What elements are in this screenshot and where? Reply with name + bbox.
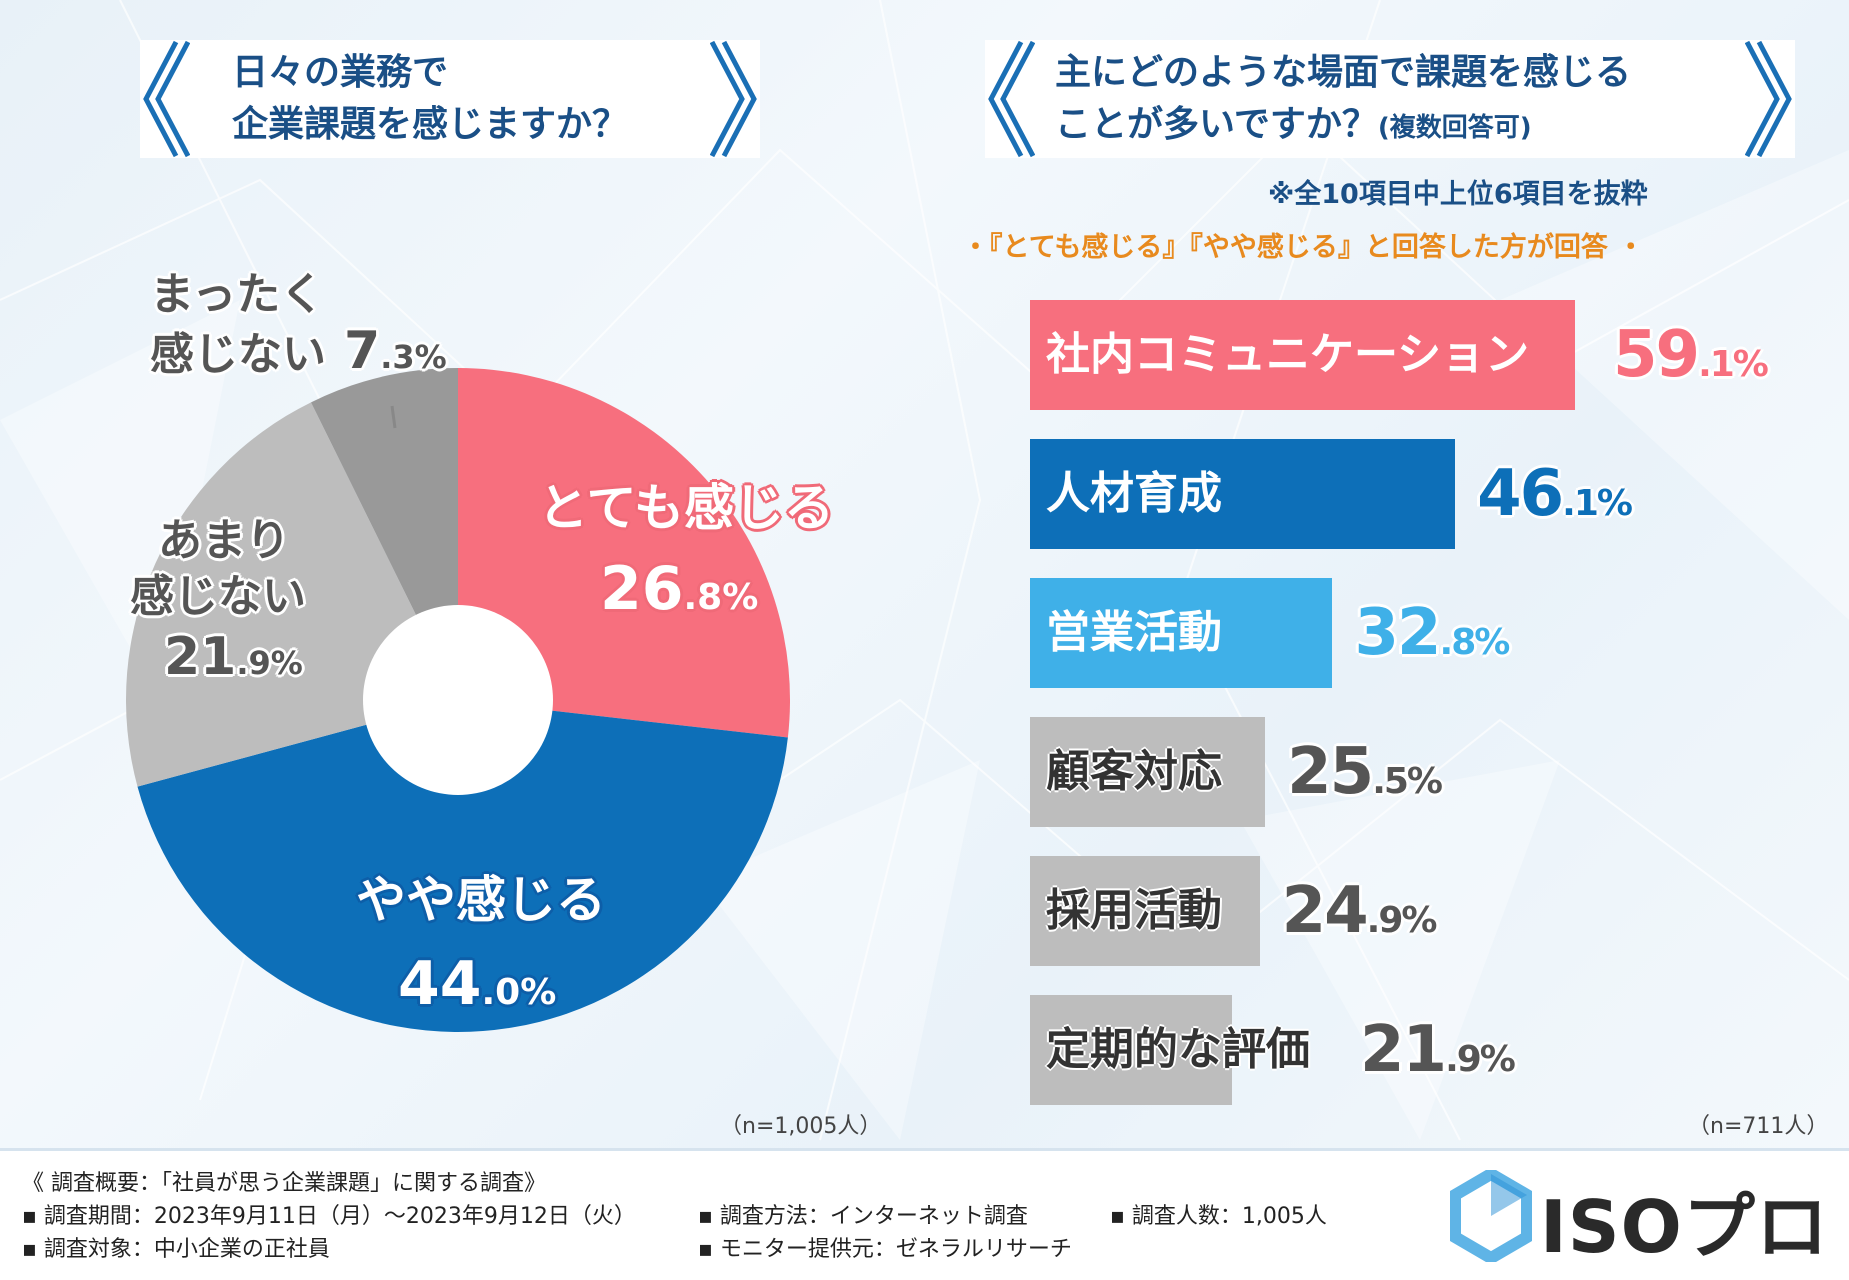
pie-label-amari-line2: 感じない bbox=[130, 571, 306, 622]
pie-leader-line bbox=[390, 405, 397, 429]
bar-value-1: 46.1% bbox=[1477, 439, 1633, 565]
right-header-line1: 主にどのような場面で課題を感じる bbox=[1055, 52, 1632, 93]
right-header-line2-sub: (複数回答可) bbox=[1377, 113, 1532, 143]
left-header-line2: 企業課題を感じますか？ bbox=[232, 104, 629, 145]
bar-n-label: （n=711人） bbox=[1688, 1114, 1829, 1139]
footer-target: ▪ 調査対象：中小企業の正社員 bbox=[22, 1237, 330, 1262]
pie-slice-0 bbox=[458, 368, 790, 738]
left-header: 日々の業務で 企業課題を感じますか？ bbox=[140, 40, 760, 158]
logo-text: ISOプロ bbox=[1540, 1185, 1829, 1269]
bar-value-dec-0: .1% bbox=[1698, 344, 1769, 385]
bar-label-3: 顧客対応 bbox=[1046, 746, 1222, 797]
right-header: 主にどのような場面で課題を感じる ことが多いですか？(複数回答可) bbox=[985, 40, 1795, 158]
pie-label-mattaku-line1: まったく bbox=[150, 269, 325, 320]
footer-overview: 《 調査概要：「社員が思う企業課題」に関する調査》 bbox=[22, 1171, 546, 1196]
pie-label-totemo: とても感じる bbox=[538, 479, 834, 537]
pie-value-amari-dec: .9% bbox=[236, 644, 303, 682]
left-header-line1: 日々の業務で bbox=[232, 52, 449, 93]
right-header-line2: ことが多いですか？(複数回答可) bbox=[1055, 98, 1532, 155]
bar-0 bbox=[1030, 300, 1575, 410]
bar-value-int-5: 21 bbox=[1360, 1013, 1447, 1087]
bar-1 bbox=[1030, 439, 1456, 549]
bar-value-int-1: 46 bbox=[1477, 457, 1564, 531]
bar-label-0: 社内コミュニケーション bbox=[1046, 329, 1530, 380]
bar-value-dec-4: .9% bbox=[1366, 900, 1438, 941]
bar-value-2: 32.8% bbox=[1354, 578, 1511, 704]
pie-value-totemo-int: 26 bbox=[600, 554, 684, 624]
bar-4 bbox=[1030, 856, 1260, 966]
bar-value-3: 25.5% bbox=[1287, 717, 1443, 843]
logo-hexagon-icon bbox=[1450, 1170, 1532, 1262]
bar-value-int-2: 32 bbox=[1354, 596, 1441, 670]
pie-value-yaya: 44.0% bbox=[398, 950, 556, 1019]
bar-value-int-4: 24 bbox=[1281, 874, 1369, 948]
bar-label-2: 営業活動 bbox=[1046, 607, 1222, 658]
pie-value-yaya-int: 44 bbox=[398, 949, 482, 1019]
donut-hole bbox=[363, 605, 553, 795]
pie-value-totemo-dec: .8% bbox=[683, 577, 759, 618]
footer-method: ▪ 調査方法：インターネット調査 bbox=[698, 1204, 1028, 1229]
bar-value-int-3: 25 bbox=[1287, 735, 1374, 809]
bar-value-dec-1: .1% bbox=[1562, 483, 1633, 524]
pie-label-yaya: やや感じる bbox=[356, 871, 606, 929]
bar-5 bbox=[1030, 995, 1232, 1105]
bar-value-dec-5: .9% bbox=[1445, 1039, 1516, 1080]
bar-label-5: 定期的な評価 bbox=[1046, 1024, 1310, 1075]
pie-value-yaya-dec: .0% bbox=[481, 972, 557, 1013]
bar-value-dec-3: .5% bbox=[1372, 761, 1443, 802]
right-bracket-icon bbox=[1745, 40, 1792, 158]
pie-value-mattaku-int: 7 bbox=[344, 321, 381, 381]
bar-value-5: 21.9% bbox=[1360, 995, 1516, 1121]
excerpt-note: ※全10項目中上位6項目を抜粋 bbox=[1268, 179, 1648, 210]
bar-label-1: 人材育成 bbox=[1046, 468, 1222, 519]
bar-value-4: 24.9% bbox=[1281, 856, 1438, 982]
footer bbox=[0, 1148, 1849, 1280]
footer-provider: ▪ モニター提供元：ゼネラルリサーチ bbox=[698, 1237, 1072, 1262]
pie-slice-1 bbox=[137, 700, 788, 1032]
bar-value-dec-2: .8% bbox=[1439, 622, 1511, 663]
bar-value-0: 59.1% bbox=[1613, 300, 1769, 426]
bar-value-int-0: 59 bbox=[1613, 318, 1700, 392]
pie-value-amari-int: 21 bbox=[164, 627, 237, 687]
pie-value-totemo: 26.8% bbox=[600, 555, 758, 624]
pie-value-mattaku: 7.3% bbox=[344, 321, 447, 382]
pie-n-label: （n=1,005人） bbox=[720, 1114, 882, 1139]
bar-label-4: 採用活動 bbox=[1046, 885, 1222, 936]
left-bracket-icon bbox=[988, 40, 1035, 158]
pie-label-mattaku-line2: 感じない bbox=[150, 329, 326, 380]
footer-divider bbox=[0, 1148, 1849, 1151]
right-bracket-icon bbox=[710, 40, 757, 158]
pie-label-amari-line1: あまり bbox=[158, 515, 290, 566]
footer-count: ▪ 調査人数：1,005人 bbox=[1110, 1204, 1327, 1229]
bar-3 bbox=[1030, 717, 1266, 827]
pie-value-mattaku-dec: .3% bbox=[380, 338, 447, 376]
footer-period: ▪ 調査期間：2023年9月11日（月）～2023年9月12日（火） bbox=[22, 1204, 636, 1229]
pie-value-amari: 21.9% bbox=[164, 627, 303, 688]
bar-2 bbox=[1030, 578, 1333, 688]
left-bracket-icon bbox=[143, 40, 190, 158]
respondents-note: ・『とても感じる』『やや感じる』と回答した方が回答 ・ bbox=[962, 232, 1645, 263]
right-header-line2-main: ことが多いですか？ bbox=[1055, 104, 1378, 145]
